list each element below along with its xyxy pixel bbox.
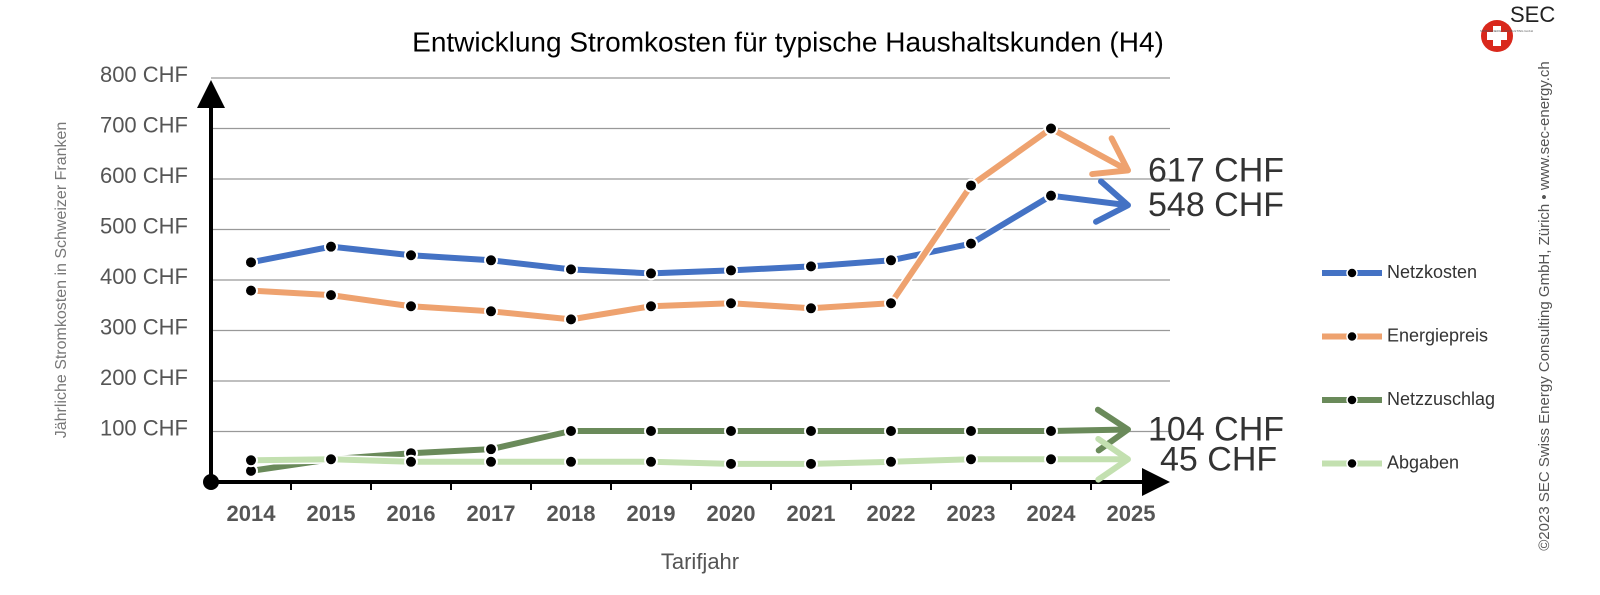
marker xyxy=(884,423,898,438)
axis-origin xyxy=(203,474,219,490)
trend-arrow xyxy=(1050,426,1129,434)
series-line xyxy=(250,193,1053,277)
trend-arrow xyxy=(1049,125,1130,174)
trend-arrow-head xyxy=(1089,135,1131,178)
marker xyxy=(804,423,818,438)
y-axis-title: Jährliche Stromkosten in Schweizer Frank… xyxy=(53,122,70,439)
marker xyxy=(804,301,818,316)
marker xyxy=(964,236,978,251)
marker xyxy=(404,248,418,263)
x-axis-arrow xyxy=(1142,468,1170,496)
legend-marker xyxy=(1346,330,1358,343)
marker xyxy=(564,312,578,327)
value-label: 617 CHF xyxy=(1148,151,1284,189)
marker xyxy=(324,452,338,467)
series-line xyxy=(250,126,1053,323)
x-tick-label: 2019 xyxy=(627,501,676,526)
marker xyxy=(1044,188,1058,203)
copyright: ©2023 SEC Swiss Energy Consulting GmbH, … xyxy=(1536,61,1553,551)
marker xyxy=(724,456,738,471)
y-tick-label: 100 CHF xyxy=(100,415,188,440)
x-axis-title: Tarifjahr xyxy=(661,549,739,574)
marker xyxy=(564,262,578,277)
x-tick-label: 2025 xyxy=(1107,501,1156,526)
x-tick-label: 2015 xyxy=(307,501,356,526)
legend-label: Energiepreis xyxy=(1387,325,1488,345)
x-tick-label: 2022 xyxy=(867,501,916,526)
value-label: 104 CHF xyxy=(1148,410,1284,448)
marker xyxy=(244,453,258,468)
legend-marker xyxy=(1346,457,1358,470)
legend-label: Netzkosten xyxy=(1387,262,1477,282)
marker xyxy=(404,299,418,314)
marker xyxy=(564,423,578,438)
y-tick-label: 700 CHF xyxy=(100,112,188,137)
trend-arrow xyxy=(1050,192,1129,209)
x-tick-label: 2017 xyxy=(467,501,516,526)
trend-arrow-head xyxy=(1093,178,1131,225)
x-tick-label: 2016 xyxy=(387,501,436,526)
marker xyxy=(884,454,898,469)
y-tick-label: 800 CHF xyxy=(100,62,188,87)
marker xyxy=(884,253,898,268)
marker xyxy=(724,423,738,438)
marker xyxy=(484,253,498,268)
value-label: 548 CHF xyxy=(1148,186,1284,224)
marker xyxy=(244,255,258,270)
marker xyxy=(724,263,738,278)
marker xyxy=(804,456,818,471)
y-tick-label: 200 CHF xyxy=(100,365,188,390)
x-tick-label: 2020 xyxy=(707,501,756,526)
series-line-halo xyxy=(250,191,1054,278)
logo-text: SEC xyxy=(1510,2,1555,27)
logo: SEC SWISS ENERGY CONSULTING GmbH xyxy=(1480,2,1555,52)
legend-label: Abgaben xyxy=(1387,452,1459,472)
trend-arrow-head xyxy=(1095,435,1131,483)
marker xyxy=(484,304,498,319)
marker xyxy=(484,442,498,457)
y-tick-label: 600 CHF xyxy=(100,163,188,188)
marker xyxy=(964,423,978,438)
y-tick-label: 300 CHF xyxy=(100,314,188,339)
x-tick-label: 2018 xyxy=(547,501,596,526)
y-tick-label: 400 CHF xyxy=(100,264,188,289)
marker xyxy=(804,259,818,274)
x-tick-label: 2023 xyxy=(947,501,996,526)
marker xyxy=(244,283,258,298)
logo-subtext: SWISS ENERGY CONSULTING GmbH xyxy=(1480,29,1533,33)
series-line-halo xyxy=(250,124,1054,324)
y-tick-label: 500 CHF xyxy=(100,213,188,238)
chart-title: Entwicklung Stromkosten für typische Hau… xyxy=(412,26,1164,57)
marker xyxy=(884,296,898,311)
marker xyxy=(964,452,978,467)
marker xyxy=(1044,452,1058,467)
marker xyxy=(644,454,658,469)
marker xyxy=(404,454,418,469)
legend-marker xyxy=(1346,394,1358,406)
value-label: 45 CHF xyxy=(1160,440,1277,478)
marker xyxy=(484,454,498,469)
marker xyxy=(644,299,658,314)
marker xyxy=(564,454,578,469)
x-tick-label: 2024 xyxy=(1027,501,1077,526)
marker xyxy=(644,266,658,281)
y-axis-arrow xyxy=(197,80,225,108)
marker xyxy=(1044,423,1058,438)
marker xyxy=(964,178,978,193)
x-tick-label: 2014 xyxy=(227,501,277,526)
marker xyxy=(724,296,738,311)
x-tick-label: 2021 xyxy=(787,501,836,526)
legend-marker xyxy=(1346,267,1358,279)
marker xyxy=(644,423,658,438)
marker xyxy=(324,239,338,254)
marker xyxy=(1044,121,1058,136)
marker xyxy=(324,288,338,303)
logo-cross xyxy=(1493,26,1501,46)
legend-label: Netzzuschlag xyxy=(1387,389,1495,409)
